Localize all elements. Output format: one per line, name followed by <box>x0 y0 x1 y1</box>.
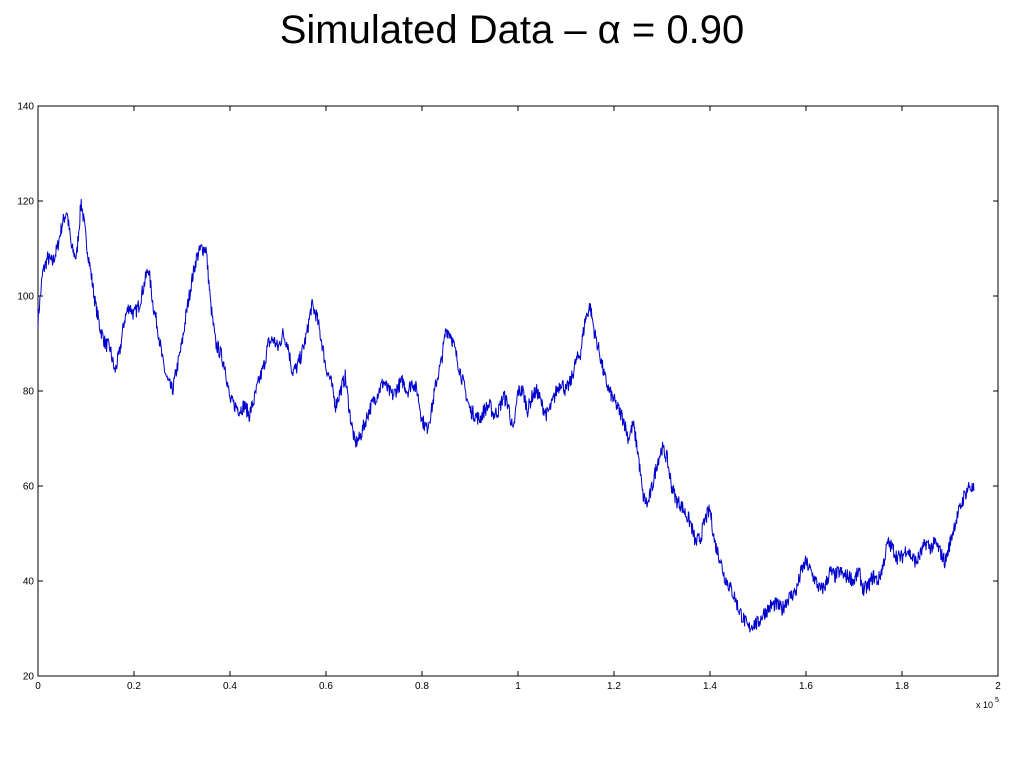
x-tick-label: 1.8 <box>895 681 909 692</box>
x-multiplier-label: x 10 <box>976 700 993 710</box>
x-tick-label: 1.6 <box>799 681 813 692</box>
x-tick-label: 0.2 <box>127 681 141 692</box>
y-tick-label: 120 <box>17 197 34 208</box>
y-tick-label: 80 <box>23 387 35 398</box>
x-tick-label: 2 <box>995 681 1001 692</box>
chart-title: Simulated Data – α = 0.90 <box>279 8 745 52</box>
x-tick-label: 1.2 <box>607 681 621 692</box>
x-tick-label: 1.4 <box>703 681 717 692</box>
x-tick-label: 1 <box>515 681 521 692</box>
x-tick-label: 0.8 <box>415 681 429 692</box>
x-tick-label: 0.4 <box>223 681 237 692</box>
y-tick-label: 140 <box>17 102 34 113</box>
y-tick-label: 60 <box>23 482 35 493</box>
series-line <box>37 198 975 633</box>
y-tick-label: 20 <box>23 672 35 683</box>
x-multiplier-exponent: 5 <box>995 697 999 704</box>
y-tick-label: 40 <box>23 577 35 588</box>
y-tick-label: 100 <box>17 292 34 303</box>
x-tick-label: 0.6 <box>319 681 333 692</box>
x-tick-label: 0 <box>35 681 41 692</box>
